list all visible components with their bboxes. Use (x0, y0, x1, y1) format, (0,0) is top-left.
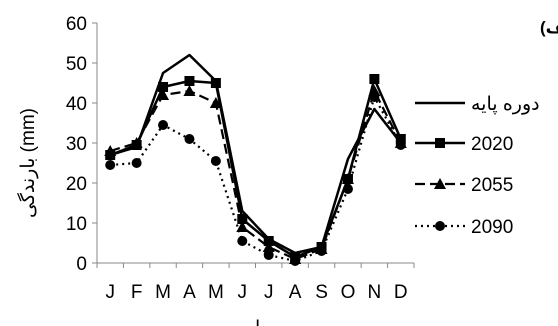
x-tick-label: J (238, 282, 248, 303)
data-point (158, 82, 169, 92)
x-tick-label: A (183, 282, 196, 303)
data-point (130, 137, 143, 148)
y-tick-label: 20 (66, 174, 87, 195)
data-point (434, 178, 446, 189)
y-axis-title: بارندگی (mm) (16, 108, 39, 218)
x-axis-title: ماه (245, 318, 271, 326)
data-point (157, 89, 170, 100)
data-point (131, 158, 142, 168)
y-tick-label: 60 (66, 14, 87, 35)
data-point (210, 78, 221, 88)
x-tick-label: J (264, 282, 274, 303)
y-tick-label: 40 (66, 94, 87, 115)
x-tick-label: J (105, 282, 115, 303)
data-point (342, 184, 353, 194)
legend-item-1: 2020 (415, 134, 513, 155)
data-point (341, 173, 354, 184)
y-tick-label: 50 (66, 54, 87, 75)
x-tick-label: O (341, 282, 356, 303)
legend-label: دوره پایه (471, 94, 540, 115)
series-line (110, 95, 402, 263)
data-point (290, 256, 301, 266)
data-point (263, 250, 274, 260)
data-point (369, 74, 380, 84)
data-point (369, 92, 380, 102)
series-3 (105, 92, 406, 266)
data-point (237, 214, 248, 224)
data-point (210, 156, 221, 166)
panel-label: (الف) (540, 18, 558, 37)
data-point (209, 97, 222, 108)
data-point (105, 160, 116, 170)
x-tick-label: N (368, 282, 382, 303)
series-1 (105, 74, 406, 262)
data-point (184, 134, 195, 144)
data-point (158, 120, 169, 130)
x-tick-label: D (394, 282, 408, 303)
legend-label: 2020 (471, 134, 513, 155)
y-tick-label: 10 (66, 214, 87, 235)
data-point (236, 221, 249, 232)
y-tick-label: 30 (66, 134, 87, 155)
x-tick-label: M (155, 282, 171, 303)
x-tick-label: F (131, 282, 143, 303)
data-point (104, 145, 117, 156)
y-tick-label: 0 (76, 254, 87, 275)
series-line (109, 89, 402, 261)
chart-legend: دوره پایه 2020 2055 2090 (415, 94, 540, 238)
series-line (109, 77, 402, 259)
x-tick-label: S (315, 282, 328, 303)
data-point (395, 140, 406, 150)
data-point (262, 241, 275, 252)
data-point (316, 246, 327, 256)
data-point (435, 138, 445, 148)
chart-series (104, 53, 407, 266)
legend-label: 2055 (471, 175, 513, 196)
legend-label: 2090 (471, 217, 513, 238)
series-0 (109, 53, 402, 255)
data-point (237, 236, 248, 246)
x-tick-label: A (289, 282, 302, 303)
legend-item-3: 2090 (415, 217, 513, 238)
legend-item-0: دوره پایه (415, 94, 540, 115)
data-point (184, 76, 195, 86)
series-line (109, 53, 402, 255)
x-tick-label: M (208, 282, 224, 303)
data-point (435, 221, 445, 231)
legend-item-2: 2055 (415, 175, 513, 196)
data-point (183, 85, 196, 96)
